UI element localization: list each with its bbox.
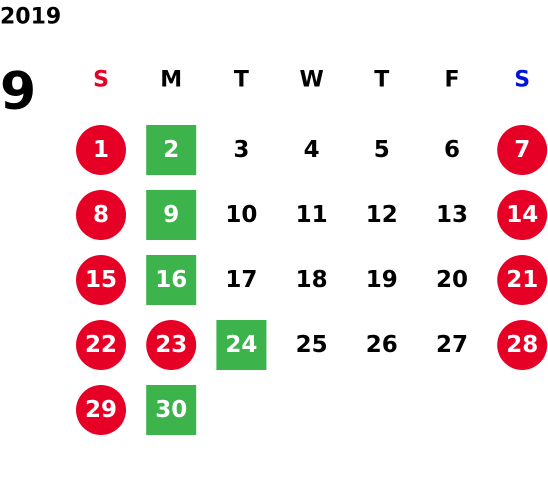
day-number: 27 bbox=[436, 332, 468, 358]
day-number: 26 bbox=[366, 332, 398, 358]
holiday-circle bbox=[76, 125, 126, 175]
day-number: 9 bbox=[163, 202, 179, 228]
day-number: 5 bbox=[374, 137, 390, 163]
day-number: 29 bbox=[85, 397, 117, 423]
holiday-circle bbox=[497, 255, 548, 305]
day-square bbox=[216, 320, 267, 370]
weekday: T bbox=[234, 68, 249, 93]
weekday: F bbox=[444, 68, 459, 93]
day-number: 24 bbox=[225, 332, 257, 358]
day-square bbox=[146, 385, 197, 435]
holiday-circle bbox=[497, 190, 548, 240]
weekday: S bbox=[514, 68, 530, 93]
holiday-circle bbox=[497, 320, 548, 370]
year: 2019 bbox=[0, 5, 61, 30]
weekday: S bbox=[93, 68, 109, 93]
weekday: M bbox=[160, 68, 182, 93]
day-number: 23 bbox=[155, 332, 187, 358]
day-number: 16 bbox=[155, 267, 187, 293]
day-square bbox=[146, 190, 197, 240]
day-number: 17 bbox=[225, 267, 257, 293]
day-number: 20 bbox=[436, 267, 468, 293]
day-number: 21 bbox=[506, 267, 538, 293]
day-number: 14 bbox=[506, 202, 538, 228]
day-number: 11 bbox=[296, 202, 328, 228]
day-number: 10 bbox=[225, 202, 257, 228]
day-square bbox=[146, 125, 197, 175]
day-square bbox=[146, 255, 197, 305]
holiday-circle bbox=[76, 255, 126, 305]
holiday-circle bbox=[76, 320, 126, 370]
day-number: 4 bbox=[304, 137, 320, 163]
holiday-circle bbox=[497, 125, 548, 175]
holiday-circle bbox=[76, 385, 126, 435]
holiday-circle bbox=[76, 190, 126, 240]
day-number: 13 bbox=[436, 202, 468, 228]
weekday: W bbox=[299, 68, 323, 93]
month: 9 bbox=[0, 62, 36, 122]
day-number: 19 bbox=[366, 267, 398, 293]
day-number: 2 bbox=[163, 137, 179, 163]
day-number: 8 bbox=[93, 202, 109, 228]
day-number: 7 bbox=[514, 137, 530, 163]
day-number: 25 bbox=[296, 332, 328, 358]
day-number: 12 bbox=[366, 202, 398, 228]
day-number: 15 bbox=[85, 267, 117, 293]
day-number: 30 bbox=[155, 397, 187, 423]
holiday-circle bbox=[146, 320, 197, 370]
weekday: T bbox=[374, 68, 389, 93]
day-number: 3 bbox=[233, 137, 249, 163]
day-number: 1 bbox=[93, 137, 109, 163]
day-number: 28 bbox=[506, 332, 538, 358]
day-number: 22 bbox=[85, 332, 117, 358]
day-number: 6 bbox=[444, 137, 460, 163]
day-number: 18 bbox=[296, 267, 328, 293]
